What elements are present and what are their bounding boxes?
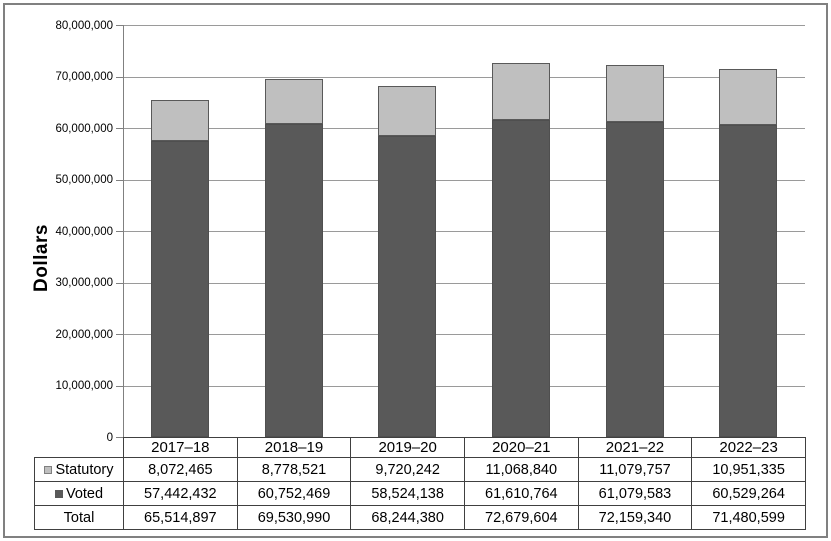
value-cell-voted: 61,079,583 (577, 481, 693, 506)
value-cell-total: 69,530,990 (236, 505, 352, 530)
year-header-cell: 2020–21 (463, 437, 579, 458)
bar-segment-voted (378, 135, 437, 437)
value-cell-statutory: 10,951,335 (691, 457, 806, 482)
gridline (123, 76, 805, 78)
row-label-cell-voted: Voted (34, 481, 124, 506)
y-axis-tick-label: 70,000,000 (55, 71, 113, 83)
year-header-cell: 2021–22 (577, 437, 693, 458)
table-row-total: Total 65,514,897 69,530,990 68,244,380 72,67… (34, 505, 806, 530)
gridline (123, 25, 805, 26)
value-cell-statutory: 9,720,242 (350, 457, 465, 482)
value-cell-voted: 57,442,432 (123, 481, 238, 506)
value-cell-statutory: 8,778,521 (236, 457, 352, 482)
value-cell-total: 72,159,340 (577, 505, 693, 530)
data-table-container: 2017–18 2018–19 2019–20 2020–21 2021–22 2022–… (34, 437, 806, 530)
y-axis-tick (116, 437, 123, 438)
results-table: 2017–18 2018–19 2019–20 2020–21 2021–22 2022–… (34, 437, 806, 530)
bar-segment-statutory (605, 65, 664, 123)
bar-segment-voted (719, 125, 778, 437)
y-axis-tick (116, 179, 123, 181)
y-axis-tick (116, 25, 123, 26)
y-axis-tick-label: 20,000,000 (55, 328, 113, 341)
gridline (123, 231, 805, 232)
y-axis-tick (116, 334, 123, 335)
value-cell-statutory: 11,068,840 (463, 457, 579, 482)
voted-legend-swatch (54, 490, 63, 498)
bar-segment-voted (150, 141, 209, 437)
statutory-legend-swatch (44, 466, 53, 474)
value-cell-total: 68,244,380 (350, 505, 465, 530)
y-axis-line (123, 25, 124, 437)
y-axis-tick-label: 60,000,000 (55, 122, 113, 135)
row-label-statutory: Statutory (55, 461, 114, 478)
table-row-statutory: Statutory 8,072,465 8,778,521 9,720,242 11,0… (34, 457, 806, 482)
bar-segment-statutory (264, 78, 323, 125)
value-cell-voted: 58,524,138 (350, 481, 465, 506)
year-header-cell: 2019–20 (350, 437, 465, 458)
bar-segment-statutory (491, 62, 550, 120)
row-label-voted: Voted (65, 485, 104, 502)
row-label-total: Total (63, 509, 95, 526)
gridline (123, 282, 805, 284)
value-cell-voted: 60,529,264 (691, 481, 806, 506)
y-axis-tick-label: 40,000,000 (55, 225, 113, 238)
table-row-voted: Voted 57,442,432 60,752,469 58,524,138 61,61… (34, 481, 806, 506)
gridline (123, 334, 805, 335)
value-cell-total: 65,514,897 (123, 505, 238, 530)
bar-segment-statutory (719, 68, 778, 126)
gridline (123, 179, 805, 181)
row-label-cell-total: Total (34, 505, 124, 530)
year-header-cell: 2018–19 (236, 437, 352, 458)
value-cell-voted: 61,610,764 (463, 481, 579, 506)
bar-segment-statutory (150, 99, 209, 142)
value-cell-voted: 60,752,469 (236, 481, 352, 506)
bar-segment-voted (264, 124, 323, 437)
y-axis-tick (116, 282, 123, 284)
row-label-cell-statutory: Statutory (34, 457, 124, 482)
y-axis-tick (116, 76, 123, 78)
gridline (123, 385, 805, 387)
value-cell-total: 71,480,599 (691, 505, 806, 530)
y-axis-tick-label: 30,000,000 (55, 277, 113, 289)
year-header-cell: 2022–23 (691, 437, 806, 458)
y-axis-tick (116, 231, 123, 232)
value-cell-total: 72,679,604 (463, 505, 579, 530)
value-cell-statutory: 11,079,757 (577, 457, 693, 482)
bar-segment-voted (491, 119, 550, 437)
bar-segment-voted (605, 122, 664, 437)
year-header-cell: 2017–18 (123, 437, 238, 458)
y-axis-tick-label: 10,000,000 (55, 380, 113, 392)
y-axis-tick-label: 80,000,000 (55, 19, 113, 32)
gridline (123, 128, 805, 129)
y-axis-tick (116, 128, 123, 129)
y-axis-tick-label: 0 (106, 431, 113, 444)
y-axis-tick (116, 385, 123, 387)
bar-segment-statutory (378, 85, 437, 136)
y-axis-tick-label: 50,000,000 (55, 174, 113, 186)
value-cell-statutory: 8,072,465 (123, 457, 238, 482)
